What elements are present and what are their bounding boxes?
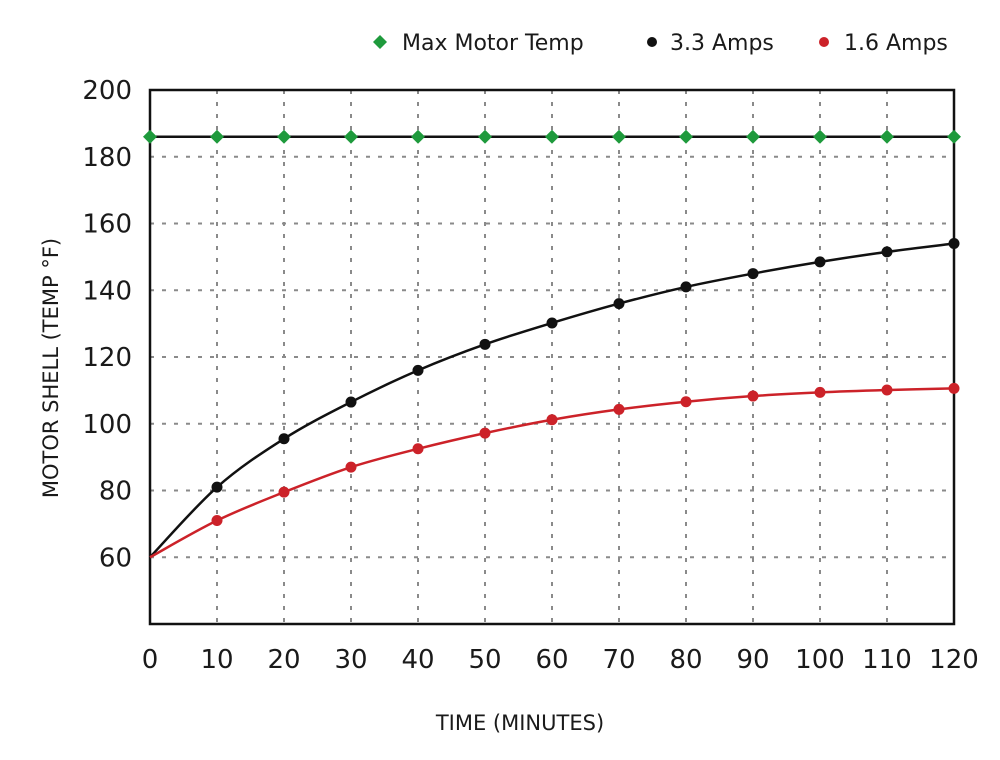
data-point-3-3-amps: [613, 298, 625, 310]
y-tick-label: 140: [82, 276, 132, 306]
data-point-1-6-amps: [211, 515, 223, 527]
data-point-max-motor-temp: [746, 129, 760, 144]
data-point-3-3-amps: [814, 256, 826, 268]
series-max-motor-temp: [143, 129, 961, 144]
data-point-max-motor-temp: [344, 129, 358, 144]
data-point-3-3-amps: [948, 238, 960, 250]
data-point-1-6-amps: [747, 390, 759, 402]
plot-frame: [148, 88, 956, 626]
legend-label: 1.6 Amps: [844, 31, 948, 56]
y-tick-label: 200: [82, 76, 132, 106]
data-point-3-3-amps: [881, 246, 893, 258]
data-point-1-6-amps: [412, 443, 424, 455]
x-tick-label: 120: [929, 645, 979, 675]
data-point-1-6-amps: [613, 403, 625, 415]
legend-label: Max Motor Temp: [402, 31, 584, 56]
data-point-1-6-amps: [680, 396, 692, 408]
grid-lines: [150, 90, 954, 624]
data-point-max-motor-temp: [612, 129, 626, 144]
data-point-1-6-amps: [948, 382, 960, 394]
data-point-3-3-amps: [211, 481, 223, 493]
data-point-3-3-amps: [479, 338, 491, 350]
x-tick-label: 100: [795, 645, 845, 675]
data-point-max-motor-temp: [277, 129, 291, 144]
x-tick-label: 10: [200, 645, 233, 675]
y-tick-label: 80: [99, 477, 132, 507]
legend-marker: [819, 37, 829, 47]
y-tick-label: 160: [82, 210, 132, 240]
data-point-1-6-amps: [479, 427, 491, 439]
legend-marker: [373, 35, 387, 49]
x-tick-label: 20: [267, 645, 300, 675]
x-tick-label: 110: [862, 645, 912, 675]
legend-label: 3.3 Amps: [670, 31, 774, 56]
data-point-max-motor-temp: [210, 129, 224, 144]
legend: Max Motor Temp 3.3 Amps 1.6 Amps: [373, 31, 948, 56]
legend-item-3-3-amps: 3.3 Amps: [647, 31, 774, 56]
x-tick-label: 80: [669, 645, 702, 675]
data-point-3-3-amps: [412, 364, 424, 376]
data-point-max-motor-temp: [880, 129, 894, 144]
legend-item-1-6-amps: 1.6 Amps: [819, 31, 948, 56]
data-point-3-3-amps: [278, 433, 290, 445]
data-point-max-motor-temp: [478, 129, 492, 144]
x-tick-label: 30: [334, 645, 367, 675]
data-point-3-3-amps: [680, 281, 692, 293]
data-point-1-6-amps: [546, 414, 558, 426]
series-line-1-6-amps: [149, 387, 955, 559]
data-point-1-6-amps: [278, 486, 290, 498]
y-tick-label: 100: [82, 410, 132, 440]
x-axis-title: TIME (MINUTES): [435, 711, 604, 735]
data-point-3-3-amps: [546, 317, 558, 329]
series-layer: [143, 129, 961, 559]
tick-labels: 0 10 20 30 40 50 60 70 80 90 100 110 120 60 80 100 120 14…: [82, 76, 978, 675]
data-point-1-6-amps: [814, 386, 826, 398]
data-point-max-motor-temp: [947, 129, 961, 144]
legend-marker: [647, 37, 657, 47]
x-tick-label: 70: [602, 645, 635, 675]
series-1-6-amps: [149, 382, 960, 559]
data-point-max-motor-temp: [143, 129, 157, 144]
x-tick-label: 50: [468, 645, 501, 675]
data-point-3-3-amps: [345, 396, 357, 408]
legend-item-max-motor-temp: Max Motor Temp: [373, 31, 584, 56]
x-tick-label: 0: [142, 645, 159, 675]
x-tick-label: 60: [535, 645, 568, 675]
data-point-max-motor-temp: [813, 129, 827, 144]
data-point-max-motor-temp: [545, 129, 559, 144]
data-point-3-3-amps: [747, 268, 759, 280]
data-point-max-motor-temp: [411, 129, 425, 144]
data-point-max-motor-temp: [679, 129, 693, 144]
data-point-1-6-amps: [345, 461, 357, 473]
y-axis-title: MOTOR SHELL (TEMP °F): [39, 238, 63, 498]
data-point-1-6-amps: [881, 384, 893, 396]
x-tick-label: 40: [401, 645, 434, 675]
y-tick-label: 60: [99, 543, 132, 573]
y-tick-label: 120: [82, 343, 132, 373]
x-tick-label: 90: [736, 645, 769, 675]
y-tick-label: 180: [82, 143, 132, 173]
series-3-3-amps: [149, 238, 960, 559]
